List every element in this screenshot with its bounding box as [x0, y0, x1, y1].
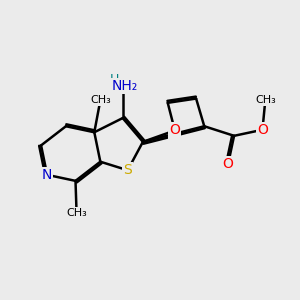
- Text: H: H: [110, 73, 120, 86]
- Text: CH₃: CH₃: [90, 95, 111, 105]
- Text: O: O: [223, 157, 233, 171]
- Text: CH₃: CH₃: [255, 95, 276, 105]
- Text: N: N: [42, 168, 52, 182]
- Text: O: O: [169, 124, 180, 137]
- Text: O: O: [257, 123, 268, 137]
- Text: S: S: [123, 163, 132, 177]
- Text: NH₂: NH₂: [111, 79, 138, 93]
- Text: CH₃: CH₃: [66, 208, 87, 218]
